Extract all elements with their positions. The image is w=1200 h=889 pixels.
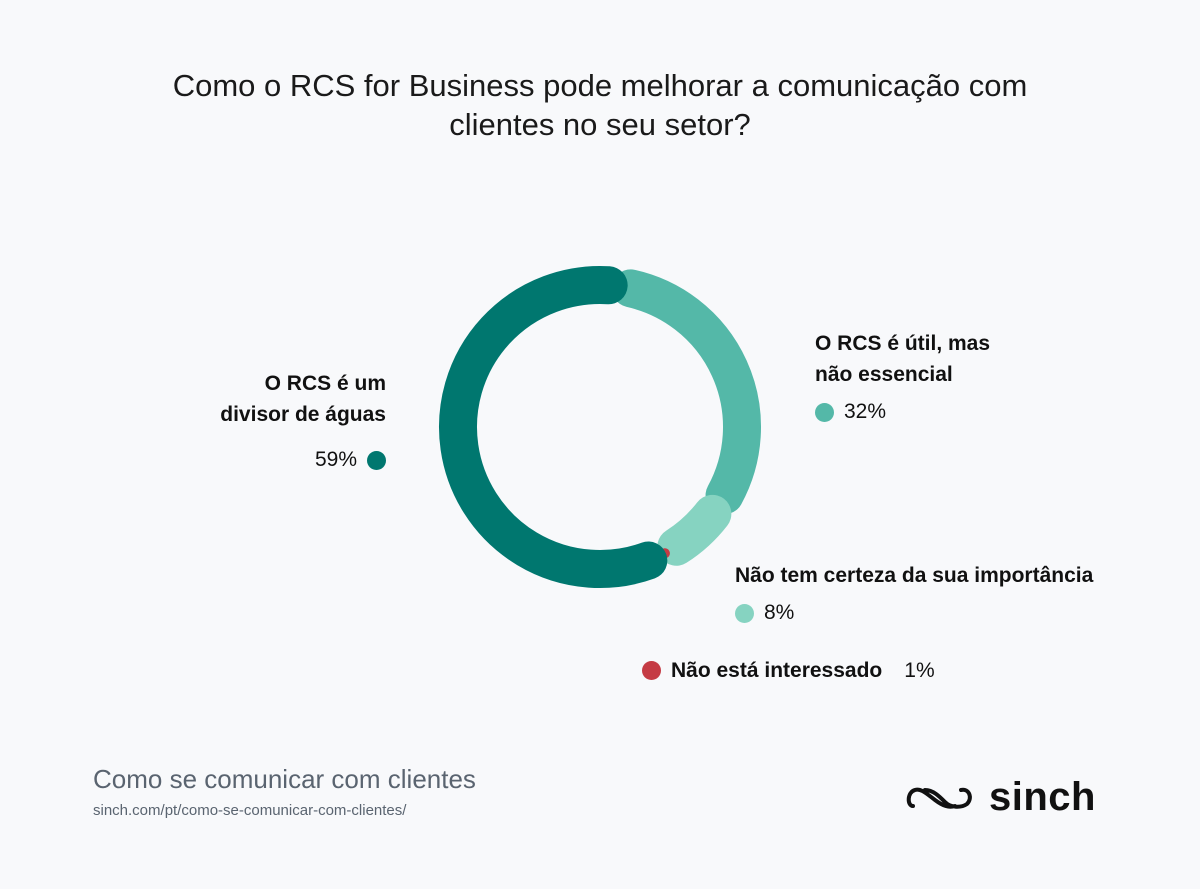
data-label-1: 1% [904, 658, 935, 682]
legend-label-line-2: divisor de águas [220, 403, 386, 426]
footer-title: Como se comunicar com clientes [93, 764, 476, 794]
legend-label: O RCS é útil, mas não essencial [815, 328, 1075, 390]
legend-dot [815, 402, 834, 422]
footer-url-link[interactable]: sinch.com/pt/como-se-comunicar-com-clien… [93, 802, 407, 819]
legend-nao-interessado: Não está interessado 1% [642, 655, 935, 686]
legend-label: Não está interessado [671, 659, 883, 682]
legend-divisor-de-aguas: O RCS é um divisor de águas 59% [150, 368, 386, 471]
legend-label: O RCS é um divisor de águas [150, 368, 386, 430]
legend-nao-tem-certeza: Não tem certeza da sua importância 8% [735, 560, 1175, 625]
sinch-logo-icon [906, 787, 972, 809]
legend-dot [642, 661, 661, 680]
legend-util-nao-essencial: O RCS é útil, mas não essencial 32% [815, 328, 1075, 424]
sinch-logo: sinch [905, 775, 1096, 820]
data-label-8: 8% [764, 601, 795, 624]
donut-segment-2 [611, 269, 761, 515]
sinch-logo-text: sinch [989, 775, 1096, 819]
chart-title-line-2: clientes no seu setor? [449, 107, 751, 142]
chart-title-line-1: Como o RCS for Business pode melhorar a … [172, 68, 1028, 103]
legend-label-line-1: O RCS é um [264, 372, 386, 395]
legend-dot [735, 603, 754, 623]
legend-dot [367, 450, 386, 470]
data-label-32: 32% [844, 400, 887, 423]
legend-label-line-2: não essencial [815, 363, 953, 386]
legend-label-line-1: O RCS é útil, mas [815, 332, 991, 355]
chart-title: Como o RCS for Business pode melhorar a … [100, 66, 1100, 144]
donut-segment-1 [439, 266, 668, 588]
legend-label: Não tem certeza da sua importância [735, 564, 1094, 587]
donut-segment-3 [657, 494, 732, 566]
data-label-59: 59% [314, 448, 357, 471]
